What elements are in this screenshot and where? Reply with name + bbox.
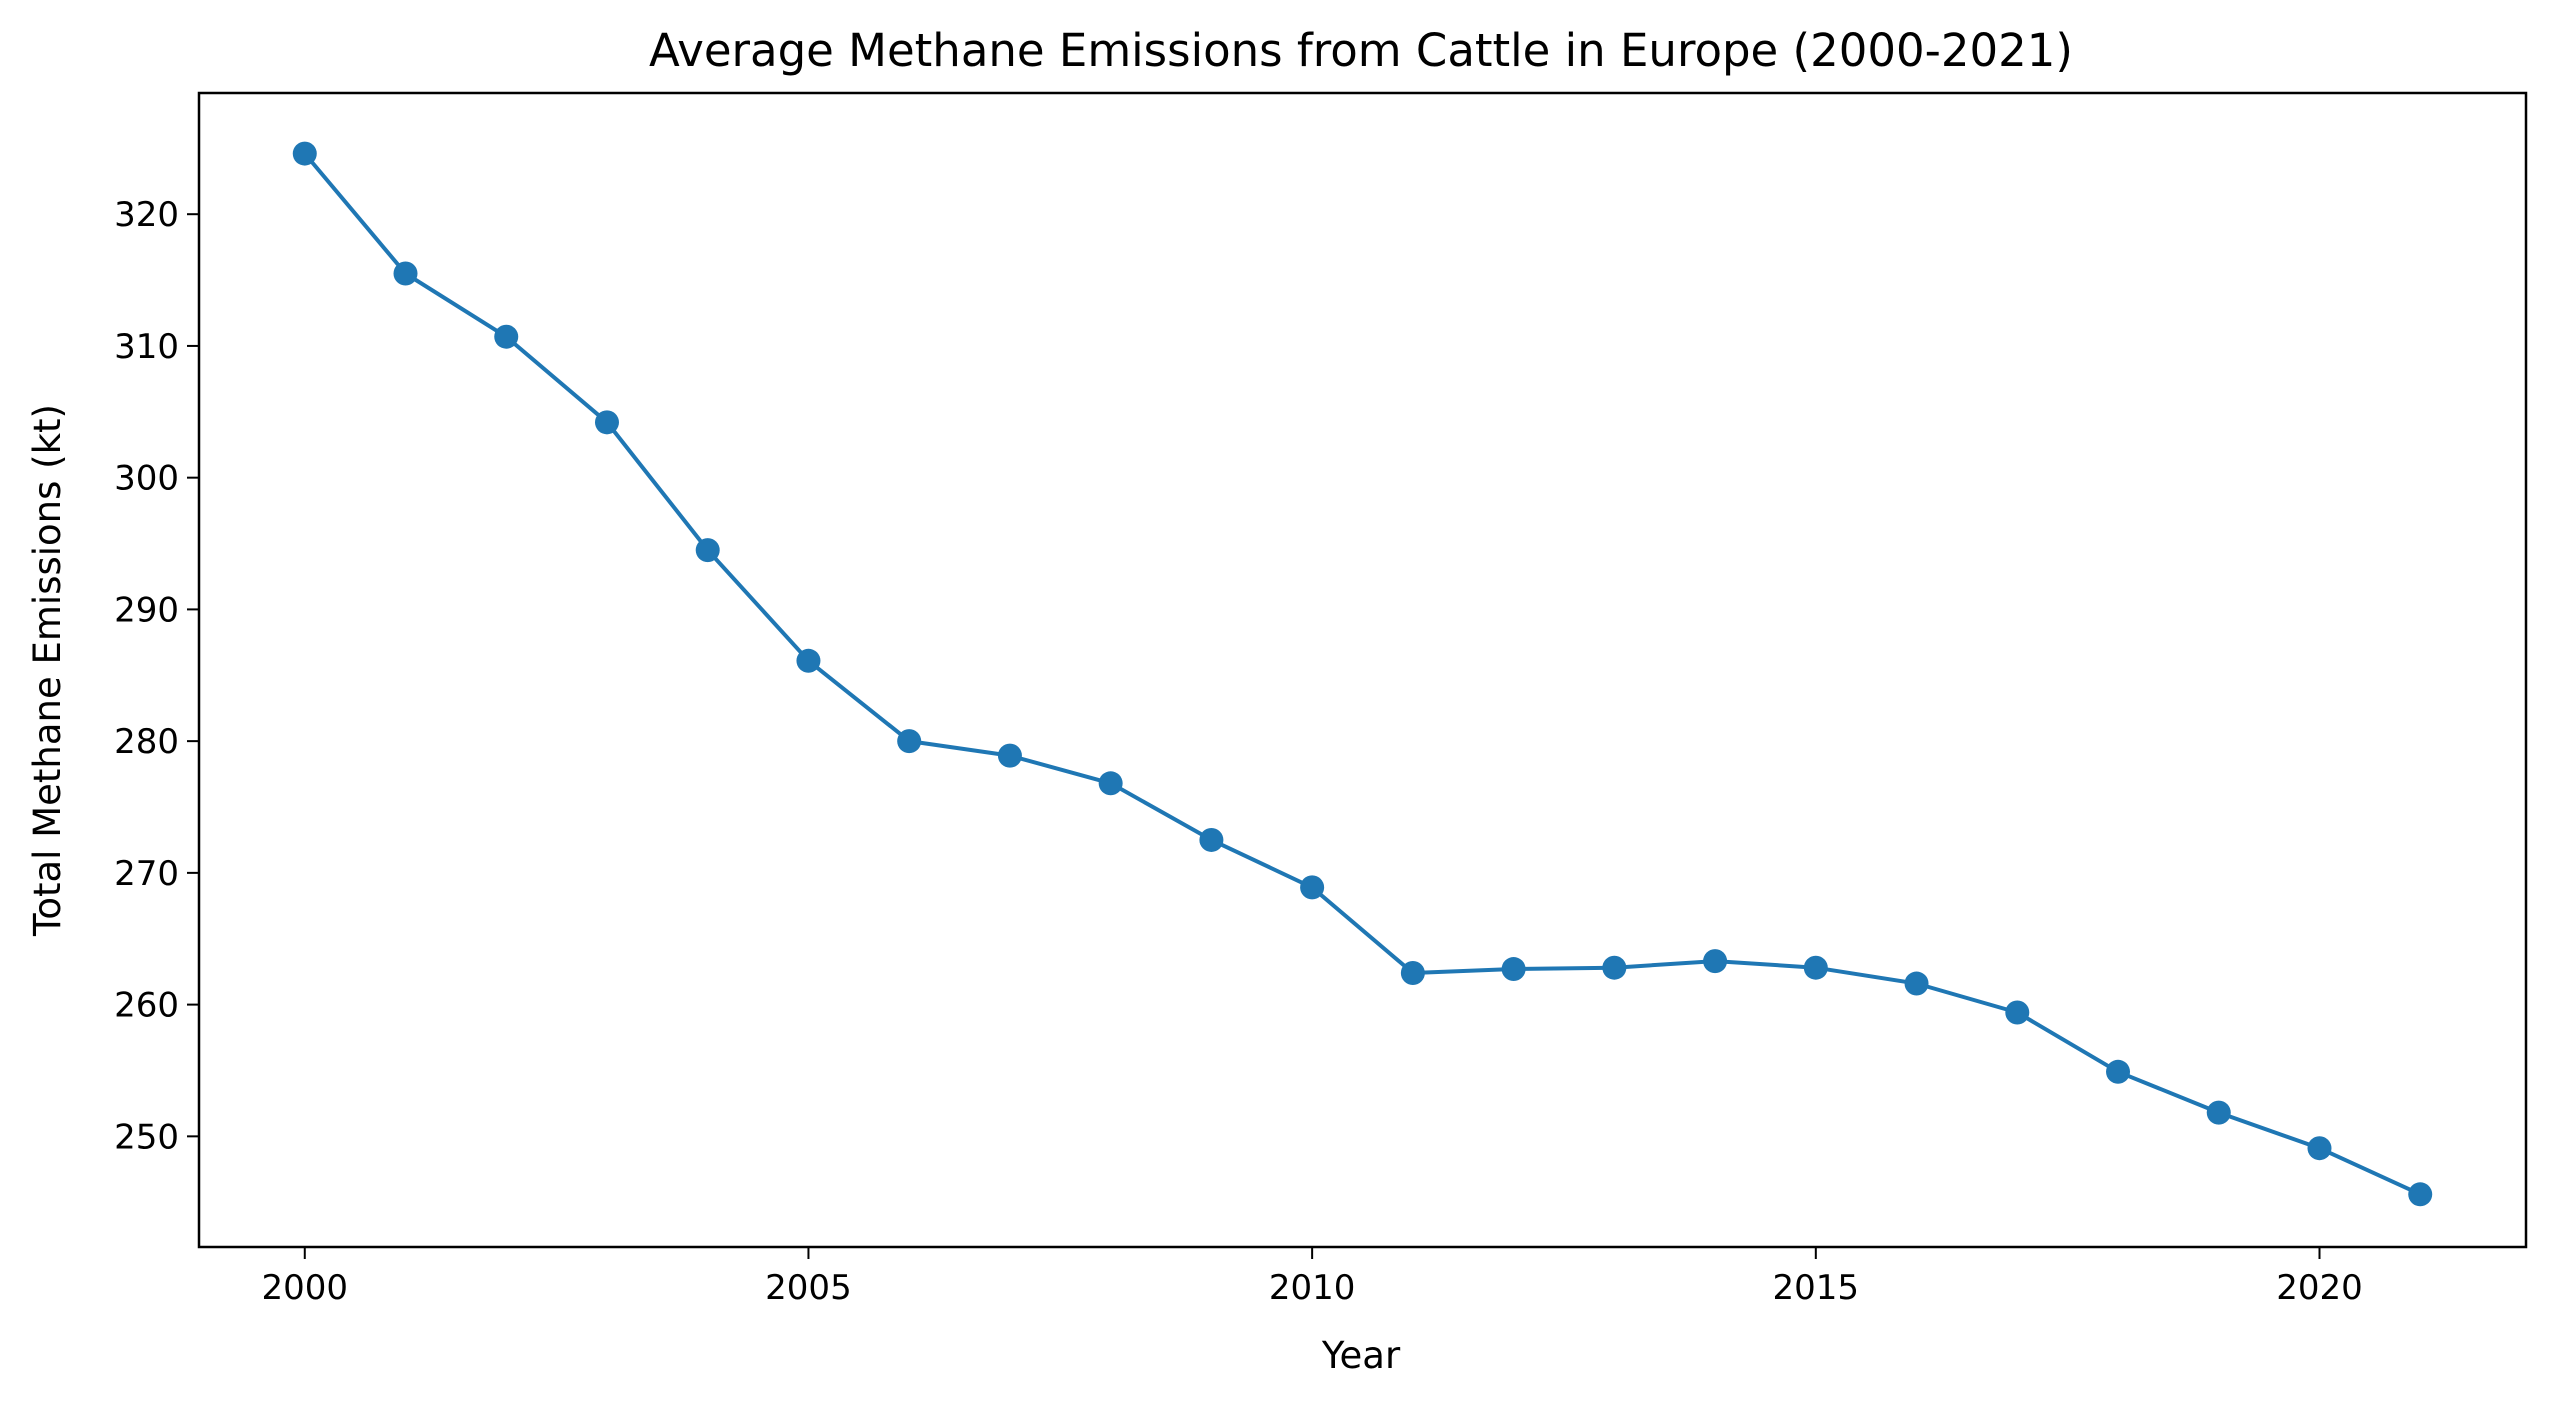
data-point: [897, 729, 922, 754]
data-point: [1803, 955, 1828, 980]
y-tick-label: 270: [114, 854, 179, 894]
x-tick-label: 2015: [1773, 1268, 1860, 1308]
x-tick-label: 2005: [765, 1268, 852, 1308]
y-tick-label: 250: [114, 1117, 179, 1157]
plot-area: 2000 2005 2010 2015 2020 250 260 270 280 290 300 31…: [114, 91, 2528, 1308]
chart-title: Average Methane Emissions from Cattle in…: [649, 24, 2073, 77]
x-tick-label: 2020: [2276, 1268, 2363, 1308]
y-tick-label: 320: [114, 195, 179, 235]
data-point: [2005, 1000, 2030, 1025]
plot-frame: [197, 91, 2528, 1249]
series-line: [302, 151, 2423, 1197]
data-point: [1098, 771, 1123, 796]
data-point: [2106, 1059, 2131, 1084]
data-point: [1199, 827, 1224, 852]
data-point: [2408, 1182, 2433, 1207]
data-point: [393, 261, 418, 286]
y-tick-label: 310: [114, 327, 179, 367]
data-point: [2206, 1100, 2231, 1125]
y-tick-label: 290: [114, 590, 179, 630]
data-point: [1400, 960, 1425, 985]
y-tick-label: 300: [114, 459, 179, 499]
data-point: [997, 743, 1022, 768]
data-point: [1703, 949, 1728, 974]
data-point: [494, 324, 519, 349]
y-tick-label: 280: [114, 722, 179, 762]
x-tick-label: 2010: [1269, 1268, 1356, 1308]
data-point: [594, 410, 619, 435]
data-point: [796, 648, 821, 673]
data-point: [1501, 957, 1526, 982]
y-axis-label: Total Methane Emissions (kt): [26, 404, 69, 937]
data-point: [2307, 1136, 2332, 1161]
data-point: [1602, 955, 1627, 980]
x-axis-label: Year: [1321, 1334, 1401, 1377]
data-point: [292, 141, 317, 166]
data-point: [1300, 875, 1325, 900]
data-point: [695, 538, 720, 563]
y-tick-label: 260: [114, 986, 179, 1026]
x-tick-label: 2000: [262, 1268, 349, 1308]
data-point: [1904, 971, 1929, 996]
